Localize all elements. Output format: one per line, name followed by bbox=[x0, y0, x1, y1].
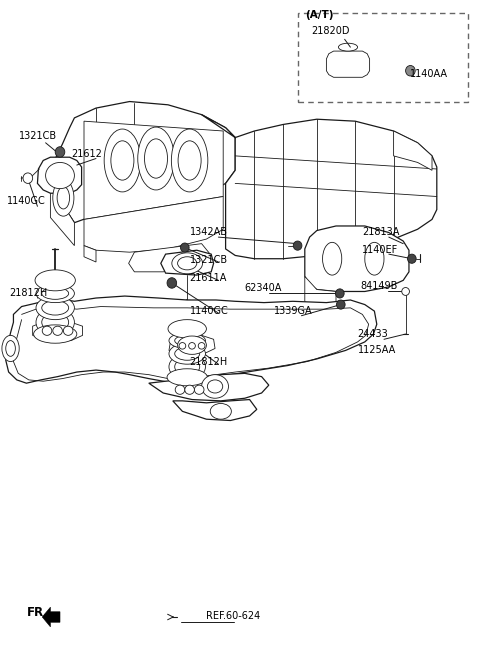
Ellipse shape bbox=[178, 257, 197, 270]
Polygon shape bbox=[326, 51, 370, 77]
Ellipse shape bbox=[167, 369, 207, 386]
Ellipse shape bbox=[365, 242, 384, 275]
Ellipse shape bbox=[338, 43, 358, 51]
Ellipse shape bbox=[175, 385, 185, 394]
Polygon shape bbox=[84, 121, 223, 219]
Text: REF.60-624: REF.60-624 bbox=[206, 611, 261, 621]
Polygon shape bbox=[129, 244, 211, 272]
Polygon shape bbox=[33, 321, 83, 341]
Ellipse shape bbox=[207, 380, 223, 393]
Polygon shape bbox=[42, 607, 60, 627]
Polygon shape bbox=[50, 185, 74, 246]
Ellipse shape bbox=[169, 333, 205, 348]
Polygon shape bbox=[48, 102, 235, 223]
Polygon shape bbox=[169, 335, 215, 355]
Ellipse shape bbox=[179, 343, 186, 349]
Ellipse shape bbox=[408, 254, 416, 263]
Polygon shape bbox=[305, 276, 336, 311]
Ellipse shape bbox=[178, 336, 206, 354]
Text: 21612: 21612 bbox=[71, 149, 102, 159]
Ellipse shape bbox=[42, 288, 69, 299]
Ellipse shape bbox=[6, 341, 15, 356]
Ellipse shape bbox=[336, 300, 345, 309]
Ellipse shape bbox=[42, 313, 69, 331]
Ellipse shape bbox=[57, 187, 70, 209]
Text: 21611A: 21611A bbox=[190, 273, 227, 283]
FancyBboxPatch shape bbox=[298, 13, 468, 102]
Ellipse shape bbox=[104, 129, 141, 192]
Ellipse shape bbox=[36, 308, 74, 337]
Text: 1342AB: 1342AB bbox=[190, 227, 228, 237]
Ellipse shape bbox=[323, 242, 342, 275]
Ellipse shape bbox=[138, 127, 174, 190]
Ellipse shape bbox=[53, 179, 74, 216]
Ellipse shape bbox=[35, 270, 75, 291]
Text: 21812H: 21812H bbox=[10, 288, 48, 298]
Ellipse shape bbox=[293, 241, 302, 250]
Text: 1140GC: 1140GC bbox=[190, 306, 228, 316]
Text: 24433: 24433 bbox=[358, 329, 388, 339]
Ellipse shape bbox=[55, 147, 65, 157]
Polygon shape bbox=[305, 226, 409, 291]
Ellipse shape bbox=[53, 326, 62, 335]
Text: FR.: FR. bbox=[26, 606, 48, 619]
Ellipse shape bbox=[175, 335, 200, 346]
Ellipse shape bbox=[198, 343, 205, 349]
Ellipse shape bbox=[210, 403, 231, 419]
Text: 21820D: 21820D bbox=[311, 26, 349, 36]
Ellipse shape bbox=[63, 326, 73, 335]
Text: 62340A: 62340A bbox=[245, 284, 282, 293]
Ellipse shape bbox=[2, 335, 19, 362]
Polygon shape bbox=[161, 250, 214, 275]
Polygon shape bbox=[149, 373, 269, 401]
Ellipse shape bbox=[23, 173, 33, 183]
Ellipse shape bbox=[36, 284, 74, 303]
Ellipse shape bbox=[175, 358, 200, 375]
Text: 84149B: 84149B bbox=[360, 282, 397, 291]
Ellipse shape bbox=[178, 141, 201, 180]
Text: 1339GA: 1339GA bbox=[274, 306, 312, 316]
Text: 1140EF: 1140EF bbox=[362, 246, 399, 255]
Ellipse shape bbox=[189, 343, 195, 349]
Ellipse shape bbox=[172, 253, 203, 274]
Ellipse shape bbox=[402, 288, 409, 295]
Polygon shape bbox=[84, 196, 223, 252]
Text: (A/T): (A/T) bbox=[305, 10, 333, 20]
Ellipse shape bbox=[36, 296, 74, 320]
Polygon shape bbox=[202, 115, 437, 259]
Ellipse shape bbox=[202, 375, 228, 398]
Polygon shape bbox=[394, 131, 432, 170]
Ellipse shape bbox=[34, 325, 77, 343]
Text: 1321CB: 1321CB bbox=[190, 255, 228, 265]
Ellipse shape bbox=[111, 141, 134, 180]
Polygon shape bbox=[37, 157, 82, 193]
Text: 1125AA: 1125AA bbox=[358, 345, 396, 355]
Polygon shape bbox=[173, 400, 257, 421]
Ellipse shape bbox=[169, 343, 205, 364]
Ellipse shape bbox=[406, 66, 415, 76]
Polygon shape bbox=[6, 296, 377, 383]
Ellipse shape bbox=[171, 129, 208, 192]
Ellipse shape bbox=[42, 326, 52, 335]
Ellipse shape bbox=[144, 139, 168, 178]
Ellipse shape bbox=[180, 243, 189, 252]
Ellipse shape bbox=[168, 320, 206, 338]
Ellipse shape bbox=[175, 347, 200, 360]
Text: 21812H: 21812H bbox=[190, 357, 228, 367]
Text: 21813A: 21813A bbox=[362, 227, 400, 237]
Text: 1321CB: 1321CB bbox=[19, 131, 57, 141]
Ellipse shape bbox=[169, 354, 205, 380]
Ellipse shape bbox=[185, 385, 194, 394]
Ellipse shape bbox=[46, 162, 74, 189]
Polygon shape bbox=[84, 246, 96, 262]
Text: 1140GC: 1140GC bbox=[7, 196, 46, 206]
Ellipse shape bbox=[336, 289, 344, 298]
Text: 1140AA: 1140AA bbox=[410, 69, 448, 79]
Ellipse shape bbox=[194, 385, 204, 394]
Ellipse shape bbox=[167, 278, 177, 288]
Ellipse shape bbox=[42, 301, 69, 315]
